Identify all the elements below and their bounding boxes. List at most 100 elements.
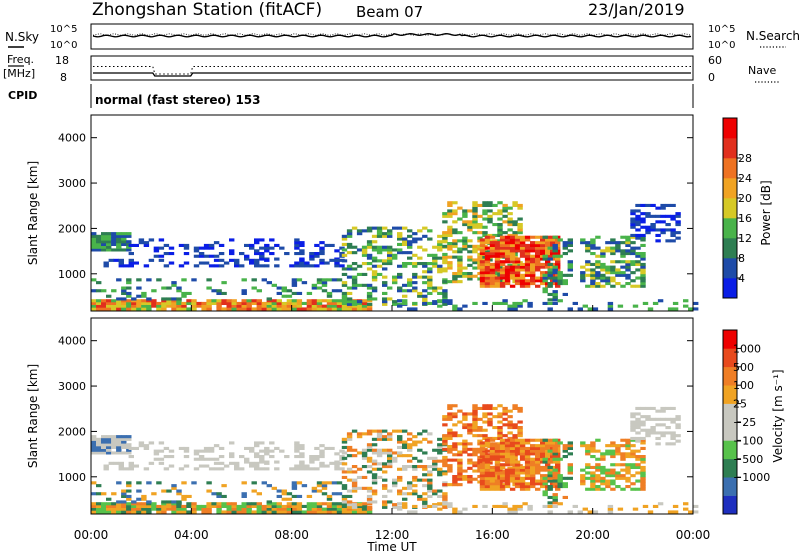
heat-cell-0-1207 — [540, 246, 546, 250]
heat-cell-0-12 — [96, 234, 102, 238]
heat-cell-1-815 — [462, 426, 468, 430]
heat-cell-1-1531 — [442, 502, 448, 506]
heat-cell-0-24 — [106, 237, 112, 241]
heat-cell-1-1276 — [547, 476, 553, 480]
heat-cell-0-1440 — [635, 246, 641, 250]
heat-cell-1-300 — [216, 502, 222, 506]
heat-cell-1-1478 — [645, 434, 651, 438]
heat-cell-1-515 — [346, 503, 353, 507]
heat-cell-1-404 — [361, 507, 368, 511]
heat-cell-0-1117 — [514, 282, 521, 286]
heat-cell-1-1453 — [640, 446, 646, 450]
heat-cell-1-53 — [128, 446, 134, 450]
heat-cell-1-1149 — [524, 485, 531, 489]
heat-cell-0-1057 — [494, 268, 501, 272]
heat-cell-0-187 — [274, 264, 280, 268]
heat-cell-1-69 — [168, 449, 175, 453]
heat-cell-1-1422 — [625, 438, 631, 442]
heat-cell-1-1460 — [630, 420, 636, 424]
heat-cell-1-847 — [472, 415, 478, 419]
heat-cell-0-952 — [502, 231, 508, 235]
heat-cell-0-445 — [176, 297, 182, 301]
heat-cell-0-330 — [261, 307, 267, 311]
heat-cell-0-970 — [507, 217, 513, 221]
heat-cell-1-96 — [244, 446, 250, 450]
heat-cell-1-422 — [121, 489, 127, 493]
heat-cell-0-1304 — [562, 282, 568, 286]
heat-cell-0-1443 — [640, 279, 646, 283]
heat-cell-0-1224 — [545, 241, 551, 245]
heat-cell-0-255 — [151, 304, 157, 308]
heat-cell-0-467 — [266, 297, 272, 301]
heat-cell-1-1022 — [484, 482, 491, 486]
heat-cell-0-989 — [512, 220, 518, 224]
heat-cell-0-682 — [417, 262, 423, 266]
heat-cell-0-251 — [146, 307, 152, 311]
heat-cell-1-468 — [266, 484, 272, 488]
heat-cell-1-352 — [291, 510, 298, 514]
colorbar-tick-label-1-7: −1000 — [733, 471, 770, 484]
heat-cell-0-1265 — [542, 279, 548, 283]
heat-cell-0-647 — [402, 283, 408, 287]
heat-cell-0-1189 — [535, 254, 541, 258]
heat-cell-0-1431 — [630, 241, 636, 245]
heat-cell-1-639 — [397, 445, 403, 449]
heat-cell-0-1512 — [670, 203, 676, 207]
heat-cell-1-1359 — [595, 438, 601, 442]
heat-cell-0-241 — [131, 301, 137, 305]
heat-cell-1-695 — [422, 467, 428, 471]
heat-cell-1-126 — [299, 452, 305, 456]
heat-cell-1-387 — [336, 504, 343, 508]
heat-cell-0-70 — [178, 243, 185, 247]
heat-cell-1-42 — [121, 443, 127, 447]
heat-cell-0-957 — [502, 203, 508, 207]
heat-cell-1-1161 — [524, 449, 531, 453]
heat-cell-0-1342 — [590, 268, 596, 272]
heat-cell-1-486 — [311, 486, 318, 490]
heat-cell-0-1306 — [562, 273, 568, 277]
heat-cell-0-864 — [477, 231, 483, 235]
heat-cell-0-313 — [236, 304, 242, 308]
heat-cell-1-1420 — [625, 444, 631, 448]
heat-cell-1-618 — [387, 448, 393, 452]
heat-cell-1-1019 — [479, 441, 486, 445]
heat-cell-1-396 — [351, 507, 358, 511]
heat-cell-0-478 — [291, 283, 298, 287]
heat-cell-1-1534 — [452, 510, 458, 514]
heat-cell-0-132 — [314, 254, 320, 258]
heat-cell-0-196 — [309, 264, 315, 268]
heat-cell-0-1071 — [499, 273, 506, 277]
heat-cell-1-1455 — [640, 438, 646, 442]
heat-cell-1-251 — [146, 510, 152, 514]
heat-cell-1-216 — [101, 507, 107, 511]
heat-cell-1-243 — [136, 510, 142, 514]
heat-cell-1-410 — [91, 492, 97, 496]
heat-cell-0-1333 — [585, 246, 591, 250]
heat-cell-1-586 — [376, 467, 383, 471]
heat-cell-1-152 — [118, 461, 124, 465]
heat-cell-1-450 — [181, 481, 187, 485]
heat-cell-1-828 — [467, 442, 473, 446]
heat-cell-1-103 — [259, 460, 265, 464]
heat-cell-0-1061 — [494, 257, 501, 261]
heat-cell-0-378 — [326, 304, 333, 308]
heat-cell-0-780 — [452, 272, 458, 276]
heat-cell-1-1521 — [402, 504, 408, 508]
heat-cell-1-1310 — [562, 444, 568, 448]
heat-cell-1-757 — [442, 423, 448, 427]
heat-cell-1-1526 — [422, 504, 428, 508]
heat-cell-0-1110 — [509, 252, 516, 256]
heat-cell-0-1039 — [489, 279, 496, 283]
heat-cell-0-795 — [457, 269, 463, 273]
heat-cell-0-1103 — [509, 273, 516, 277]
heat-cell-1-267 — [166, 502, 172, 506]
heat-cell-1-1367 — [600, 457, 606, 461]
heat-cell-0-798 — [457, 261, 463, 265]
heat-cell-0-27 — [111, 248, 117, 252]
heat-cell-0-418 — [116, 278, 122, 282]
heat-cell-0-718 — [432, 256, 438, 260]
heat-cell-0-350 — [286, 301, 293, 305]
heat-cell-1-884 — [482, 415, 488, 419]
heat-cell-0-424 — [126, 291, 132, 295]
